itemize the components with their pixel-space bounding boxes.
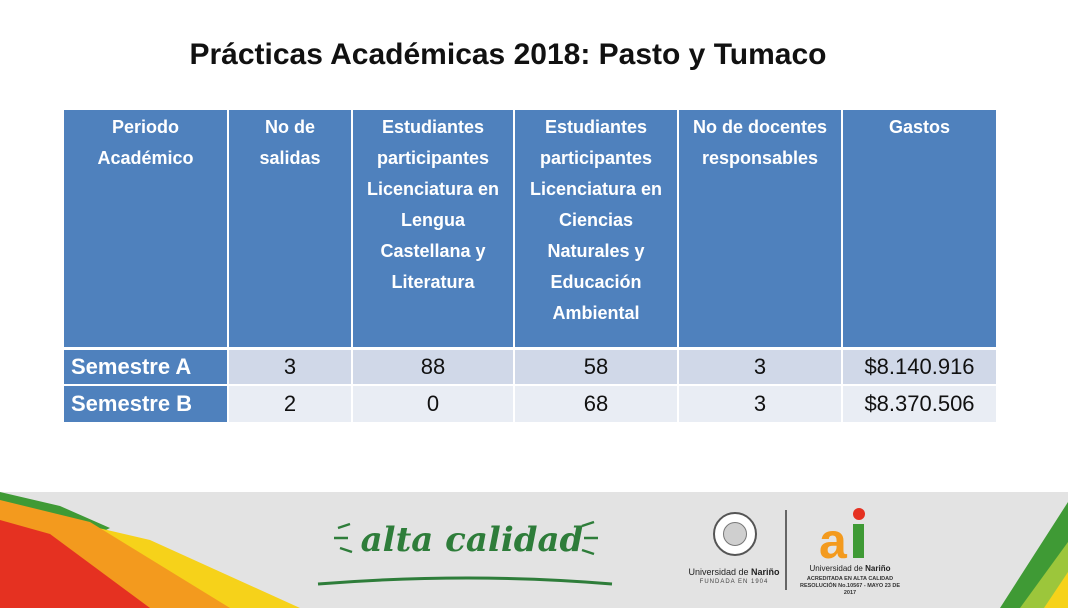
cell-docentes: 3 — [678, 348, 843, 385]
header-periodo: Periodo Académico — [64, 110, 229, 348]
header-salidas: No de salidas — [228, 110, 353, 348]
row-label: Semestre B — [64, 385, 229, 422]
founded-text: FUNDADA EN 1904 — [699, 579, 769, 585]
university-name-ai: Universidad de Nariño — [800, 564, 900, 573]
practicas-table: Periodo Académico No de salidas Estudian… — [64, 110, 996, 422]
header-gastos: Gastos — [842, 110, 996, 348]
table-header-row: Periodo Académico No de salidas Estudian… — [64, 110, 996, 348]
header-estudiantes-ciencias: Estudiantes participantes Licenciatura e… — [514, 110, 679, 348]
table-row: Semestre B 2 0 68 3 $8.370.506 — [64, 385, 996, 422]
university-name-ai-prefix: Universidad de — [809, 564, 863, 573]
ai-logo-a: a — [819, 513, 848, 564]
university-seal-icon — [713, 512, 757, 556]
university-name-prefix: Universidad de — [688, 567, 749, 577]
university-name-bold: Nariño — [751, 567, 780, 577]
accreditation-line-2: RESOLUCIÓN No.10567 - MAYO 23 DE 2017 — [799, 583, 901, 596]
accreditation-line-1: ACREDITADA EN ALTA CALIDAD — [806, 576, 894, 582]
row-label: Semestre A — [64, 348, 229, 385]
ai-logo-icon: a — [819, 508, 865, 564]
ai-logo-dot — [853, 508, 865, 520]
university-name: Universidad de Nariño — [678, 567, 790, 577]
accreditation-text: ACREDITADA EN ALTA CALIDAD RESOLUCIÓN No… — [796, 576, 904, 597]
ai-logo-i — [853, 524, 864, 558]
header-docentes: No de docentes responsables — [678, 110, 843, 348]
cell-estudiantes-lengua: 0 — [352, 385, 515, 422]
table-row: Semestre A 3 88 58 3 $8.140.916 — [64, 348, 996, 385]
cell-estudiantes-ciencias: 68 — [514, 385, 679, 422]
slogan-dashes-right — [581, 520, 598, 556]
logo-divider — [785, 510, 787, 590]
cell-salidas: 3 — [228, 348, 353, 385]
footer-band — [0, 492, 1068, 608]
yellow-stripe-right — [1044, 572, 1068, 608]
slogan-underline — [317, 576, 613, 586]
header-estudiantes-lengua: Estudiantes participantes Licenciatura e… — [352, 110, 515, 348]
university-name-ai-bold: Nariño — [865, 564, 891, 573]
cell-gastos: $8.140.916 — [842, 348, 996, 385]
page-title: Prácticas Académicas 2018: Pasto y Tumac… — [189, 38, 827, 71]
seal-shield-icon — [723, 522, 747, 546]
red-stripe-left — [0, 520, 150, 608]
cell-gastos: $8.370.506 — [842, 385, 996, 422]
footer-decoration — [0, 492, 1068, 608]
cell-docentes: 3 — [678, 385, 843, 422]
slogan-text: alta calidad — [360, 520, 584, 560]
slogan-dashes-left — [334, 522, 353, 554]
cell-salidas: 2 — [228, 385, 353, 422]
cell-estudiantes-ciencias: 58 — [514, 348, 679, 385]
cell-estudiantes-lengua: 88 — [352, 348, 515, 385]
